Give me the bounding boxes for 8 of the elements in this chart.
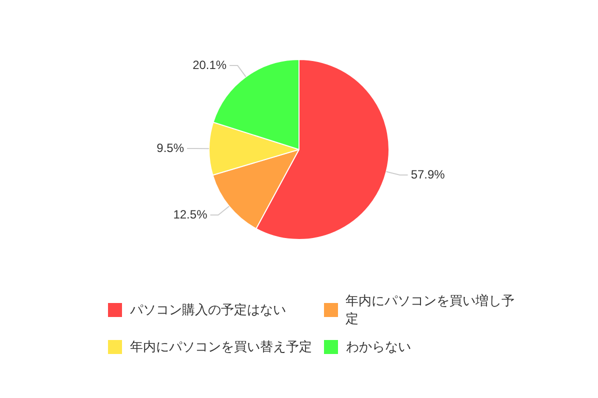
- data-label: 12.5%: [173, 207, 208, 222]
- data-label: 20.1%: [192, 58, 227, 72]
- legend-label: わからない: [345, 338, 412, 356]
- data-label: 57.9%: [410, 167, 446, 182]
- legend-label: 年内にパソコンを買い増し予定: [344, 292, 516, 328]
- legend-label: 年内にパソコンを買い替え予定: [129, 338, 313, 356]
- legend-label: パソコン購入の予定はない: [129, 301, 287, 319]
- data-label: 9.5%: [156, 140, 184, 155]
